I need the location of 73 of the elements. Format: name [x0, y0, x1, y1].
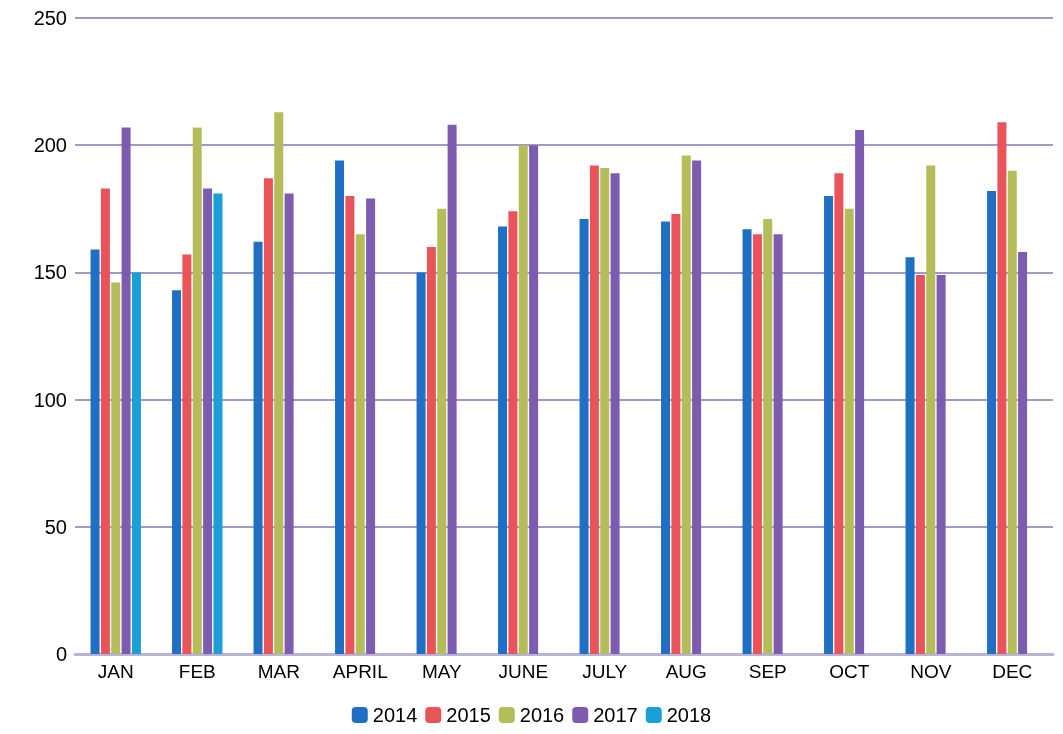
bar	[661, 221, 671, 654]
bar	[1018, 252, 1028, 654]
bar	[100, 188, 110, 654]
bar	[987, 190, 997, 654]
bar	[905, 257, 915, 654]
bar	[498, 226, 508, 654]
legend-label: 2016	[519, 704, 565, 726]
bar	[681, 155, 691, 654]
bar	[824, 196, 834, 654]
bar	[926, 165, 936, 654]
y-tick-label: 0	[55, 643, 67, 665]
bar	[763, 218, 773, 654]
legend-label: 2014	[372, 704, 418, 726]
bar	[192, 127, 202, 654]
bar	[274, 112, 284, 654]
bar	[915, 274, 925, 654]
bar	[253, 241, 263, 654]
bar	[834, 173, 844, 654]
bar	[284, 193, 294, 654]
bar	[203, 188, 213, 654]
bar	[355, 234, 365, 654]
bar	[90, 249, 100, 654]
y-tick-label: 150	[33, 261, 67, 284]
y-tick-label: 50	[44, 515, 67, 538]
bar	[692, 160, 702, 654]
bar	[416, 272, 426, 654]
x-tick-label: JUNE	[498, 661, 549, 682]
bar	[671, 213, 681, 654]
bar	[508, 211, 518, 654]
x-tick-label: SEP	[748, 661, 787, 682]
bar	[345, 196, 355, 654]
x-tick-label: DEC	[992, 661, 1033, 682]
bar	[855, 129, 865, 654]
bar	[437, 208, 447, 654]
legend-label: 2015	[446, 704, 491, 726]
bar	[752, 234, 762, 654]
bar	[936, 274, 946, 654]
x-tick-label: APRIL	[332, 661, 388, 682]
bar	[610, 173, 620, 654]
bar	[579, 218, 589, 654]
y-tick-label: 100	[33, 388, 67, 411]
y-tick-label: 200	[33, 134, 67, 157]
bar	[447, 124, 457, 654]
bar	[844, 208, 854, 654]
bar	[589, 165, 599, 654]
bar	[335, 160, 345, 654]
legend-label: 2017	[593, 704, 638, 726]
x-tick-label: OCT	[829, 661, 870, 682]
bar	[426, 246, 436, 654]
bar	[263, 178, 273, 654]
x-tick-label: AUG	[665, 661, 707, 682]
bar	[518, 145, 528, 654]
bar	[600, 168, 610, 654]
bar	[1007, 170, 1017, 654]
bar	[773, 234, 783, 654]
legend-label: 2018	[666, 704, 712, 726]
x-tick-label: NOV	[910, 661, 952, 682]
bar	[366, 198, 376, 654]
x-tick-label: MAY	[421, 661, 462, 682]
x-tick-label: JULY	[582, 661, 628, 682]
bar	[111, 282, 121, 654]
y-tick-label: 250	[33, 7, 67, 29]
x-tick-label: MAR	[257, 661, 300, 682]
bar	[529, 145, 539, 654]
x-tick-label: FEB	[178, 661, 216, 682]
bar	[742, 229, 752, 654]
bar	[121, 127, 131, 654]
bar	[213, 193, 223, 654]
bar	[182, 254, 192, 654]
bar	[172, 290, 182, 654]
bar	[997, 122, 1007, 654]
x-tick-label: JAN	[97, 661, 134, 682]
bar	[131, 272, 141, 654]
